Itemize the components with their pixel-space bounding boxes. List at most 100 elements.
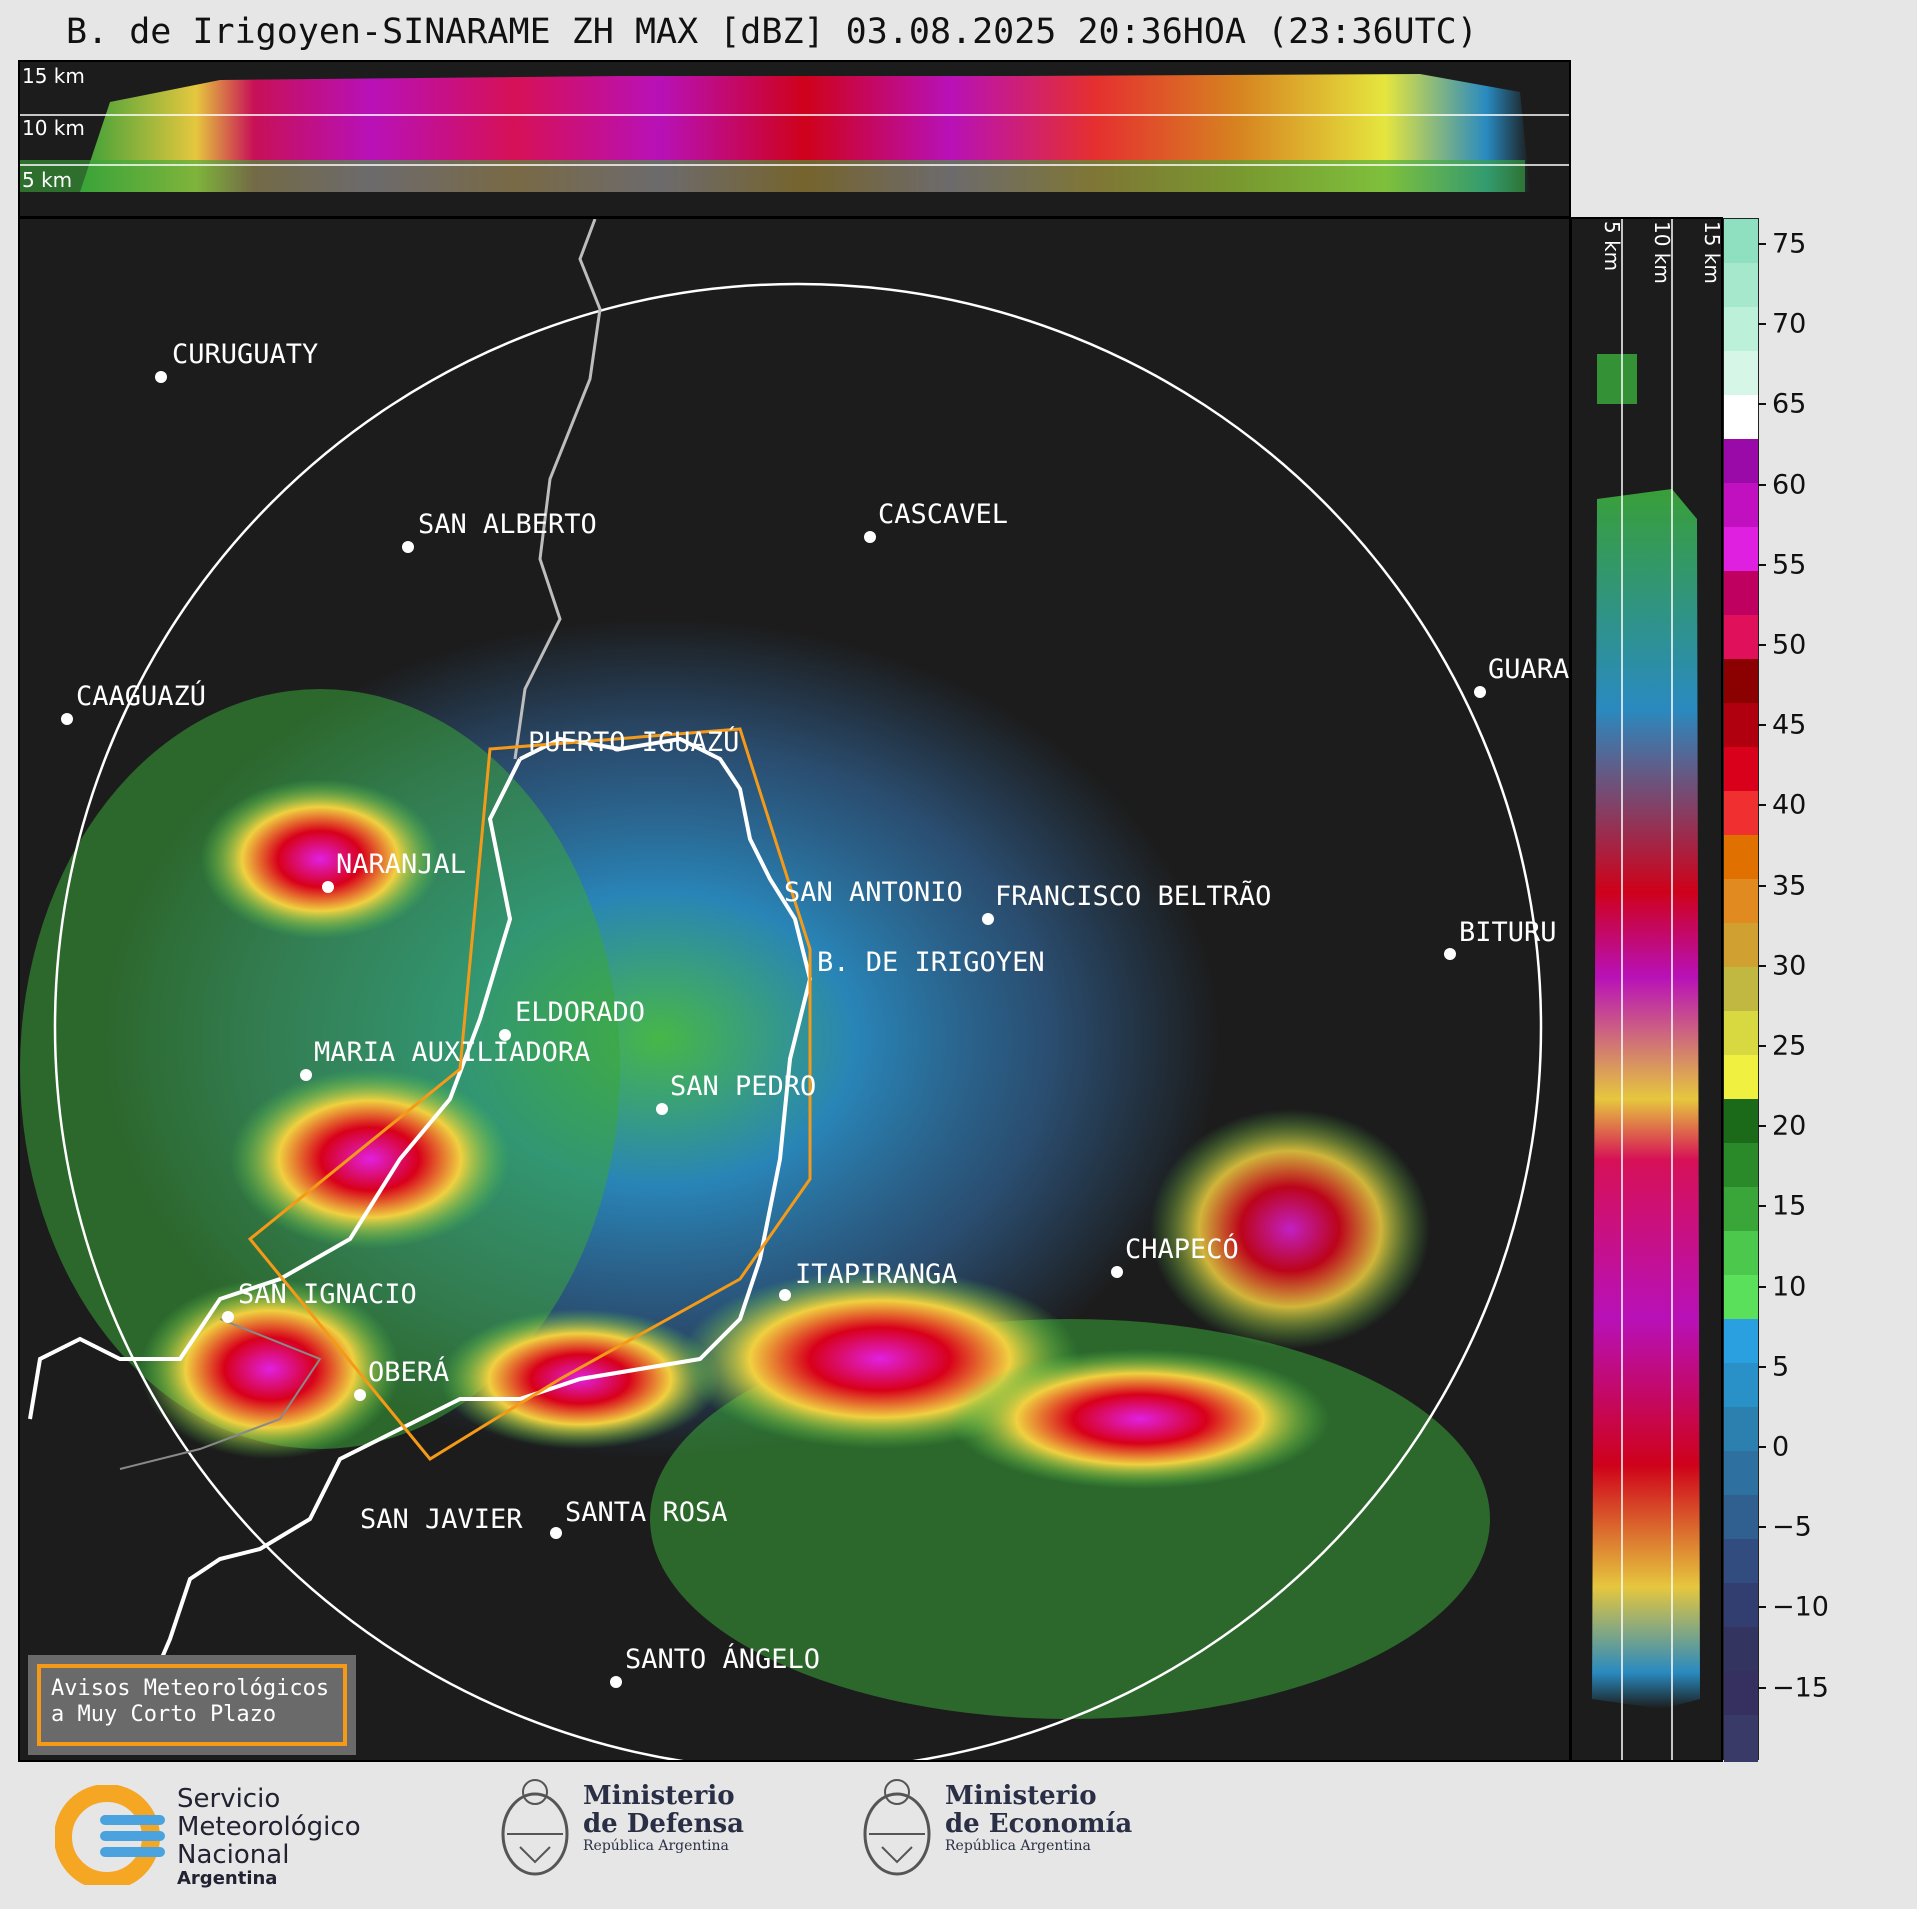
economia-logo: Ministerio de Economía República Argenti… <box>857 1772 1137 1892</box>
colorbar-segment <box>1724 483 1758 531</box>
city-san-alberto: SAN ALBERTO <box>418 509 597 540</box>
colorbar-segment <box>1724 307 1758 355</box>
economia-line-1: Ministerio <box>945 1781 1097 1811</box>
colorbar-segment <box>1724 1055 1758 1103</box>
colorbar-segment <box>1724 1143 1758 1191</box>
colorbar-tick <box>1758 1125 1766 1128</box>
colorbar-segment <box>1724 571 1758 619</box>
colorbar-segment <box>1724 219 1758 267</box>
colorbar-tick <box>1758 1045 1766 1047</box>
colorbar-tick-label: −5 <box>1772 1511 1812 1543</box>
colorbar-tick-label: 70 <box>1772 308 1807 340</box>
colorbar-segment <box>1724 395 1758 443</box>
colorbar-segment <box>1724 1715 1758 1763</box>
colorbar-segment <box>1724 615 1758 663</box>
colorbar-tick <box>1758 1205 1766 1208</box>
colorbar-tick <box>1758 644 1766 646</box>
colorbar-segment <box>1724 1099 1758 1147</box>
colorbar-tick-label: 10 <box>1772 1271 1807 1303</box>
dbz-colorbar <box>1723 218 1759 1763</box>
smn-logo: Servicio Meteorológico Nacional Argentin… <box>55 1784 395 1889</box>
colorbar-segment <box>1724 879 1758 927</box>
colorbar-tick-label: 65 <box>1772 388 1807 420</box>
city-santa-rosa: SANTA ROSA <box>565 1497 728 1528</box>
colorbar-tick <box>1758 563 1766 566</box>
radar-map[interactable]: CURUGUATY SAN ALBERTO CASCAVEL CAAGUAZÚ … <box>18 217 1571 1762</box>
colorbar-tick-label: 30 <box>1772 950 1807 982</box>
colorbar-tick-label: 0 <box>1772 1431 1790 1463</box>
colorbar-tick <box>1758 403 1766 406</box>
top-km-label-5: 5 km <box>22 168 73 192</box>
city-maria-auxiliadora: MARIA AUXILIADORA <box>314 1037 591 1068</box>
colorbar-segment <box>1724 527 1758 575</box>
city-b-de-irigoyen: B. DE IRIGOYEN <box>817 947 1045 978</box>
colorbar-tick-label: 35 <box>1772 870 1807 902</box>
colorbar-tick-label: 75 <box>1772 228 1807 260</box>
city-itapiranga: ITAPIRANGA <box>795 1259 958 1290</box>
colorbar-tick <box>1758 1365 1766 1368</box>
economia-line-2: de Economía <box>945 1809 1133 1839</box>
colorbar-tick <box>1758 1606 1766 1609</box>
economia-line-3: República Argentina <box>945 1838 1091 1854</box>
side-km-label-5: 5 km <box>1600 221 1624 272</box>
colorbar-tick <box>1758 964 1766 967</box>
colorbar-segment <box>1724 1187 1758 1235</box>
city-puerto-iguazu: PUERTO IGUAZÚ <box>528 727 740 758</box>
city-chapeco: CHAPECÓ <box>1125 1234 1239 1265</box>
map-title: B. de Irigoyen-SINARAME ZH MAX [dBZ] 03.… <box>66 12 1478 52</box>
defensa-line-3: República Argentina <box>583 1838 729 1854</box>
colorbar-segment <box>1724 1583 1758 1631</box>
colorbar-segment <box>1724 1407 1758 1455</box>
city-obera: OBERÁ <box>368 1357 450 1388</box>
colorbar-segment <box>1724 1319 1758 1367</box>
colorbar-segment <box>1724 1451 1758 1499</box>
colorbar-segment <box>1724 439 1758 487</box>
city-francisco-beltrao: FRANCISCO BELTRÃO <box>995 881 1272 912</box>
city-santo-angelo: SANTO ÁNGELO <box>625 1644 821 1675</box>
colorbar-tick <box>1758 804 1766 807</box>
colorbar-segment <box>1724 1494 1758 1543</box>
colorbar-tick <box>1758 243 1766 245</box>
city-cascavel: CASCAVEL <box>878 499 1009 530</box>
warning-line-1: Avisos Meteorológicos <box>51 1676 330 1701</box>
city-san-antonio: SAN ANTONIO <box>784 877 963 908</box>
colorbar-segment <box>1724 703 1758 751</box>
smn-line-4: Argentina <box>177 1868 278 1889</box>
colorbar-tick-label: 55 <box>1772 549 1807 581</box>
top-km-label-10: 10 km <box>22 116 85 140</box>
defensa-line-1: Ministerio <box>583 1781 735 1811</box>
colorbar-tick <box>1758 724 1766 727</box>
warning-box-inner: Avisos Meteorológicos a Muy Corto Plazo <box>37 1664 347 1746</box>
city-san-javier: SAN JAVIER <box>360 1504 523 1535</box>
colorbar-tick <box>1758 1526 1766 1529</box>
smn-line-1: Servicio <box>177 1784 281 1814</box>
colorbar-tick <box>1758 1285 1766 1288</box>
national-shield-icon <box>501 1779 569 1876</box>
colorbar-tick <box>1758 323 1766 326</box>
colorbar-segment <box>1724 1671 1758 1719</box>
city-eldorado: ELDORADO <box>515 997 646 1028</box>
city-bituru: BITURU <box>1459 917 1557 948</box>
colorbar-tick-label: 50 <box>1772 629 1807 661</box>
city-san-ignacio: SAN IGNACIO <box>238 1279 417 1310</box>
side-height-profile: 5 km 10 km 15 km <box>1570 217 1723 1762</box>
smn-line-3: Nacional <box>177 1840 290 1870</box>
side-km-label-10: 10 km <box>1650 221 1674 284</box>
colorbar-tick <box>1758 884 1766 887</box>
colorbar-tick <box>1758 483 1766 486</box>
colorbar-tick-label: 60 <box>1772 469 1807 501</box>
city-san-pedro: SAN PEDRO <box>670 1071 817 1102</box>
colorbar-tick-label: 15 <box>1772 1190 1807 1222</box>
colorbar-segment <box>1724 1231 1758 1279</box>
colorbar-segment <box>1724 351 1758 399</box>
warning-box: Avisos Meteorológicos a Muy Corto Plazo <box>28 1655 356 1755</box>
colorbar-tick-label: −10 <box>1772 1591 1829 1623</box>
colorbar-segment <box>1724 1011 1758 1059</box>
smn-emblem-icon <box>55 1785 165 1885</box>
colorbar-tick-label: 20 <box>1772 1110 1807 1142</box>
colorbar-tick-label: 5 <box>1772 1351 1790 1383</box>
warning-line-2: a Muy Corto Plazo <box>51 1702 277 1727</box>
smn-line-2: Meteorológico <box>177 1812 361 1842</box>
colorbar-segment <box>1724 1275 1758 1323</box>
national-shield-icon <box>863 1779 931 1876</box>
